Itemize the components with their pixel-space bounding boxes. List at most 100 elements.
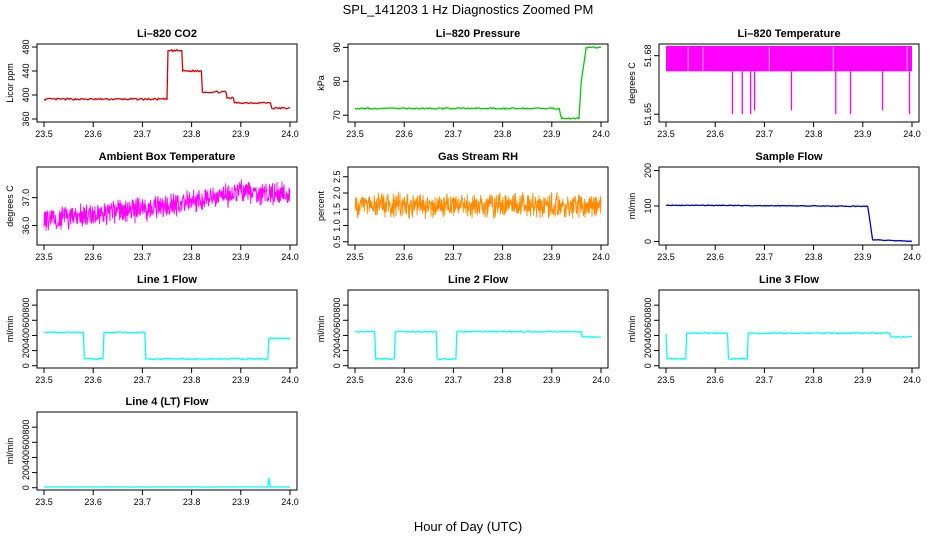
x-tick-label: 23.7 [445,129,463,139]
y-tick-label: 2.5 [332,170,342,183]
series-line [43,179,291,231]
x-tick-label: 23.6 [706,252,724,262]
panels-container: Li–820 CO2 23.5 23.6 23.7 23.8 23.9 24.0 360 400… [5,28,921,507]
x-tick-label: 23.8 [494,252,512,262]
panel-title: Li–820 Pressure [436,28,520,40]
x-tick-label: 24.0 [281,497,299,507]
series-line [43,48,291,110]
x-tick-label: 23.7 [756,375,774,385]
y-tick-label: 80 [332,76,342,86]
x-tick-label: 23.5 [346,375,364,385]
series-line [354,191,602,220]
x-tick-label: 23.9 [232,129,250,139]
x-tick-label: 23.9 [543,129,561,139]
x-tick-label: 23.7 [445,375,463,385]
y-axis-label: degrees C [627,62,637,104]
y-axis-label: ml/min [627,193,637,220]
chart-panel-9: Line 3 Flow 23.5 23.6 23.7 23.8 23.9 24.0 0 2004… [627,274,921,385]
y-tick-label: 0 [332,363,342,368]
panel-title: Gas Stream RH [438,151,518,163]
x-tick-label: 23.7 [445,252,463,262]
y-tick-label: 800 [643,298,653,313]
plot-frame [658,289,920,369]
series-band [666,45,912,72]
y-tick-label: 100 [643,198,653,213]
x-tick-label: 23.5 [35,375,53,385]
panel-title: Li–820 Temperature [737,28,840,40]
chart-panel-8: Line 2 Flow 23.5 23.6 23.7 23.8 23.9 24.0 0 2004… [316,274,610,385]
series-group [354,45,602,120]
y-tick-label: 90 [332,42,342,52]
x-tick-label: 23.7 [134,252,152,262]
y-axis: 0 100 200 [643,163,659,244]
panel-title: Line 2 Flow [448,274,508,286]
plot-frame [347,289,609,369]
y-tick-label: 36.0 [21,217,31,235]
panel-title: Li–820 CO2 [137,28,197,40]
y-tick-label: 37.0 [21,189,31,207]
x-tick-label: 23.9 [232,252,250,262]
x-tick-label: 23.9 [854,375,872,385]
x-tick-label: 23.5 [346,129,364,139]
y-tick-label: 400 [643,328,653,343]
x-tick-label: 24.0 [592,129,610,139]
y-tick-label: 200 [643,163,653,178]
y-tick-label: 0 [21,485,31,490]
y-tick-label: 200 [332,343,342,358]
x-tick-label: 23.8 [805,129,823,139]
x-tick-label: 23.7 [134,129,152,139]
y-tick-label: 480 [21,39,31,54]
x-tick-label: 23.6 [395,252,413,262]
x-tick-label: 23.5 [346,252,364,262]
y-tick-label: 600 [332,313,342,328]
series-group [43,331,291,361]
x-tick-label: 23.6 [395,129,413,139]
plot-frame [347,43,609,123]
y-axis: 0.5 1.0 1.5 2.0 2.5 [332,170,348,248]
x-tick-label: 23.8 [494,375,512,385]
x-tick-label: 23.7 [134,375,152,385]
x-tick-label: 23.6 [706,129,724,139]
y-tick-label: 400 [21,450,31,465]
panel-title: Sample Flow [755,151,823,163]
series-line [43,331,291,361]
x-tick-label: 24.0 [592,375,610,385]
y-tick-label: 600 [21,435,31,450]
x-tick-label: 23.6 [395,375,413,385]
y-axis-label: ml/min [627,316,637,343]
y-tick-label: 1.5 [332,203,342,216]
x-tick-label: 23.9 [543,375,561,385]
x-tick-label: 24.0 [903,252,921,262]
x-tick-label: 23.8 [183,497,201,507]
x-tick-label: 23.8 [183,375,201,385]
x-tick-label: 23.5 [657,252,675,262]
panel-title: Line 4 (LT) Flow [126,396,209,408]
chart-panel-5: Gas Stream RH 23.5 23.6 23.7 23.8 23.9 24.0 0.5… [316,151,610,262]
x-tick-label: 24.0 [903,375,921,385]
series-group [44,477,291,488]
series-group [355,330,602,361]
series-group [354,191,602,220]
series-group [665,204,913,243]
y-axis-label: kPa [316,75,326,91]
y-axis-label: Licor ppm [5,63,15,103]
x-axis: 23.5 23.6 23.7 23.8 23.9 24.0 [346,368,610,385]
x-tick-label: 24.0 [592,252,610,262]
x-tick-label: 23.5 [35,252,53,262]
series-line [665,331,913,361]
series-group [43,179,291,231]
chart-panel-6: Sample Flow 23.5 23.6 23.7 23.8 23.9 24.0 0 100 2… [627,151,921,262]
x-tick-label: 23.7 [756,252,774,262]
series-group [665,331,913,361]
plot-frame [658,43,920,123]
series-line [665,204,913,243]
series-line [354,45,602,120]
x-axis: 23.5 23.6 23.7 23.8 23.9 24.0 [346,245,610,262]
plot-frame [36,411,298,491]
y-axis-label: ml/min [5,316,15,343]
y-axis: 36.0 37.0 [21,189,37,234]
